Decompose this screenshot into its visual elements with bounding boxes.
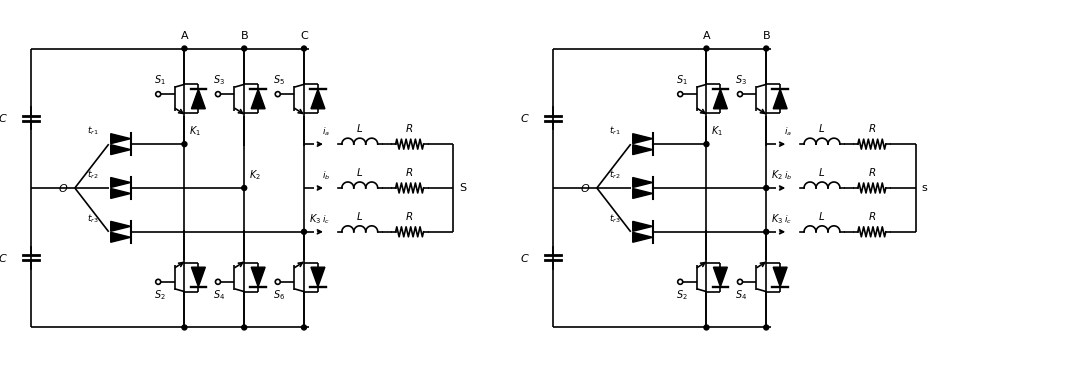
Text: $L$: $L$ bbox=[356, 166, 363, 178]
Polygon shape bbox=[633, 145, 653, 154]
Circle shape bbox=[301, 46, 307, 51]
Polygon shape bbox=[633, 178, 653, 187]
Text: $i_b$: $i_b$ bbox=[322, 169, 330, 182]
Polygon shape bbox=[714, 89, 727, 109]
Text: $i_c$: $i_c$ bbox=[784, 213, 792, 226]
Text: $L$: $L$ bbox=[818, 210, 825, 222]
Text: s: s bbox=[921, 183, 928, 193]
Text: S: S bbox=[459, 183, 466, 193]
Circle shape bbox=[182, 46, 187, 51]
Text: A: A bbox=[703, 30, 710, 41]
Circle shape bbox=[301, 325, 307, 330]
Circle shape bbox=[704, 46, 709, 51]
Polygon shape bbox=[773, 267, 787, 287]
Polygon shape bbox=[111, 145, 131, 154]
Text: $t_{r1}$: $t_{r1}$ bbox=[87, 125, 99, 137]
Text: $S_4$: $S_4$ bbox=[213, 289, 226, 302]
Text: $K_2$: $K_2$ bbox=[771, 168, 783, 182]
Polygon shape bbox=[633, 221, 653, 231]
Circle shape bbox=[182, 325, 187, 330]
Polygon shape bbox=[311, 89, 325, 109]
Text: $R$: $R$ bbox=[868, 122, 875, 134]
Circle shape bbox=[764, 229, 769, 234]
Text: B: B bbox=[763, 30, 770, 41]
Text: $S_1$: $S_1$ bbox=[675, 74, 687, 87]
Text: $i_b$: $i_b$ bbox=[784, 169, 792, 182]
Circle shape bbox=[301, 229, 307, 234]
Text: $t_{r1}$: $t_{r1}$ bbox=[609, 125, 621, 137]
Circle shape bbox=[242, 46, 247, 51]
Text: $K_1$: $K_1$ bbox=[190, 124, 201, 138]
Polygon shape bbox=[714, 267, 727, 287]
Polygon shape bbox=[251, 267, 265, 287]
Circle shape bbox=[242, 325, 247, 330]
Text: $R$: $R$ bbox=[868, 166, 875, 178]
Text: $i_a$: $i_a$ bbox=[784, 126, 792, 138]
Text: $K_1$: $K_1$ bbox=[711, 124, 723, 138]
Circle shape bbox=[764, 325, 769, 330]
Polygon shape bbox=[773, 89, 787, 109]
Polygon shape bbox=[111, 134, 131, 143]
Text: $t_{r2}$: $t_{r2}$ bbox=[87, 168, 99, 181]
Text: $t_{r3}$: $t_{r3}$ bbox=[87, 212, 99, 225]
Polygon shape bbox=[633, 232, 653, 242]
Text: $C$: $C$ bbox=[521, 252, 530, 264]
Circle shape bbox=[764, 186, 769, 190]
Text: $L$: $L$ bbox=[356, 122, 363, 134]
Text: $C$: $C$ bbox=[521, 112, 530, 124]
Text: $S_5$: $S_5$ bbox=[273, 74, 285, 87]
Text: $K_3$: $K_3$ bbox=[309, 212, 322, 226]
Text: $S_2$: $S_2$ bbox=[153, 289, 165, 302]
Polygon shape bbox=[111, 221, 131, 231]
Polygon shape bbox=[633, 134, 653, 143]
Text: $i_a$: $i_a$ bbox=[322, 126, 330, 138]
Text: $L$: $L$ bbox=[356, 210, 363, 222]
Polygon shape bbox=[192, 267, 206, 287]
Text: $O$: $O$ bbox=[579, 182, 590, 194]
Text: $R$: $R$ bbox=[868, 210, 875, 222]
Text: $C$: $C$ bbox=[0, 112, 9, 124]
Text: $K_3$: $K_3$ bbox=[771, 212, 784, 226]
Text: $O$: $O$ bbox=[58, 182, 68, 194]
Text: A: A bbox=[181, 30, 189, 41]
Polygon shape bbox=[633, 188, 653, 198]
Text: B: B bbox=[241, 30, 248, 41]
Text: $S_1$: $S_1$ bbox=[153, 74, 165, 87]
Text: $S_3$: $S_3$ bbox=[735, 74, 748, 87]
Text: $R$: $R$ bbox=[406, 122, 413, 134]
Polygon shape bbox=[251, 89, 265, 109]
Circle shape bbox=[242, 186, 247, 190]
Circle shape bbox=[704, 325, 709, 330]
Text: $K_2$: $K_2$ bbox=[249, 168, 261, 182]
Text: $R$: $R$ bbox=[406, 210, 413, 222]
Text: $L$: $L$ bbox=[818, 122, 825, 134]
Text: $i_c$: $i_c$ bbox=[322, 213, 330, 226]
Polygon shape bbox=[111, 232, 131, 242]
Text: $S_6$: $S_6$ bbox=[273, 289, 285, 302]
Circle shape bbox=[764, 46, 769, 51]
Polygon shape bbox=[192, 89, 206, 109]
Text: $L$: $L$ bbox=[818, 166, 825, 178]
Polygon shape bbox=[111, 188, 131, 198]
Text: $t_{r3}$: $t_{r3}$ bbox=[609, 212, 621, 225]
Text: $t_{r2}$: $t_{r2}$ bbox=[609, 168, 621, 181]
Polygon shape bbox=[111, 178, 131, 187]
Polygon shape bbox=[311, 267, 325, 287]
Circle shape bbox=[182, 142, 187, 147]
Text: $S_4$: $S_4$ bbox=[735, 289, 748, 302]
Circle shape bbox=[704, 142, 709, 147]
Text: C: C bbox=[300, 30, 308, 41]
Text: $S_2$: $S_2$ bbox=[675, 289, 687, 302]
Text: $C$: $C$ bbox=[0, 252, 9, 264]
Text: $R$: $R$ bbox=[406, 166, 413, 178]
Text: $S_3$: $S_3$ bbox=[213, 74, 226, 87]
